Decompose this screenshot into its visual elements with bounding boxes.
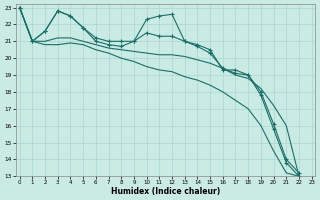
X-axis label: Humidex (Indice chaleur): Humidex (Indice chaleur)	[111, 187, 220, 196]
